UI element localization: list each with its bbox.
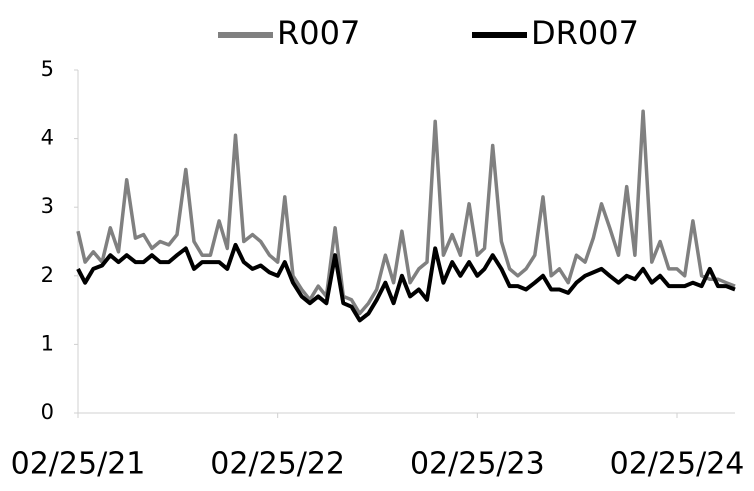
x-tick-label: 02/25/21 <box>11 447 146 482</box>
x-tick-label: 02/25/23 <box>410 447 545 482</box>
y-tick-label: 0 <box>41 400 54 424</box>
y-tick-label: 2 <box>41 263 54 287</box>
y-tick-label: 1 <box>41 331 54 355</box>
y-tick-label: 3 <box>41 194 54 218</box>
y-tick-label: 4 <box>41 126 54 150</box>
series-line <box>76 109 736 316</box>
x-tick-label: 02/25/22 <box>210 447 345 482</box>
legend-label: DR007 <box>531 14 639 52</box>
series-line <box>76 242 736 323</box>
x-tick-label: 02/25/24 <box>610 447 745 482</box>
legend-label: R007 <box>277 14 360 52</box>
y-tick-label: 5 <box>41 57 54 81</box>
